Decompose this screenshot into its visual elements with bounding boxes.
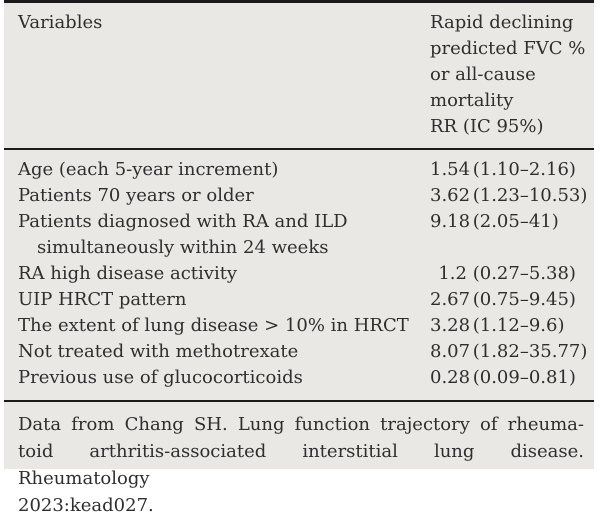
table-panel: Variables Rapid declining predicted FVC …: [4, 0, 594, 516]
row-label: Age (each 5-year increment): [18, 159, 279, 180]
table-body: Age (each 5-year increment) 1.54 (1.10–2…: [4, 150, 594, 400]
row-value: 2.67 (0.75–9.45): [430, 287, 588, 313]
row-value: 0.28 (0.09–0.81): [430, 365, 588, 391]
table-row: RA high disease activity 1.2 (0.27–5.38): [18, 261, 588, 287]
rr-value: 8.07: [430, 341, 471, 362]
header-outcome-line: predicted FVC %: [430, 38, 586, 59]
header-variables: Variables: [18, 10, 430, 140]
row-value: 8.07 (1.82–35.77): [430, 339, 588, 365]
table-footnote: Data from Chang SH. Lung function trajec…: [4, 402, 594, 519]
row-value: 1.2 (0.27–5.38): [430, 261, 588, 287]
header-outcome-line: RR (IC 95%): [430, 116, 544, 137]
row-label: Previous use of glucocorticoids: [18, 367, 303, 388]
ci-value: (0.27–5.38): [472, 263, 576, 284]
table-row: UIP HRCT pattern 2.67 (0.75–9.45): [18, 287, 588, 313]
row-label: The extent of lung disease > 10% in HRCT: [18, 315, 409, 336]
rr-value: 3.62: [430, 185, 471, 206]
body-footnote-divider: [4, 400, 594, 402]
table-header: Variables Rapid declining predicted FVC …: [4, 3, 594, 148]
rr-value: 1.2: [438, 263, 467, 284]
rr-value: 2.67: [430, 289, 471, 310]
row-label: Not treated with methotrexate: [18, 341, 299, 362]
footnote-line: 2023:kead027.: [18, 495, 154, 516]
ci-value: (0.75–9.45): [472, 289, 576, 310]
row-label-line2: simultaneously within 24 weeks: [37, 237, 329, 258]
table-row: Patients 70 years or older 3.62 (1.23–10…: [18, 183, 588, 209]
row-label: Patients 70 years or older: [18, 185, 254, 206]
header-body-divider: [4, 148, 594, 150]
footnote-line: toid arthritis-associated interstitial l…: [18, 441, 584, 489]
table-row: Age (each 5-year increment) 1.54 (1.10–2…: [18, 157, 588, 183]
row-label: UIP HRCT pattern: [18, 289, 187, 310]
row-value: 9.18 (2.05–41): [430, 209, 588, 235]
row-value: 1.54 (1.10–2.16): [430, 157, 588, 183]
ci-value: (1.23–10.53): [472, 185, 588, 206]
row-label: RA high disease activity: [18, 263, 238, 284]
ci-value: (0.09–0.81): [472, 367, 576, 388]
footnote-line: Data from Chang SH. Lung function trajec…: [18, 414, 584, 435]
header-outcome-line: Rapid declining: [430, 12, 574, 33]
ci-value: (1.82–35.77): [472, 341, 588, 362]
rr-value: 1.54: [430, 159, 471, 180]
ci-value: (2.05–41): [472, 211, 559, 232]
table-row: Not treated with methotrexate 8.07 (1.82…: [18, 339, 588, 365]
ci-value: (1.12–9.6): [472, 315, 565, 336]
rr-value: 9.18: [430, 211, 471, 232]
row-label: Patients diagnosed with RA and ILD simul…: [18, 209, 430, 261]
row-value: 3.62 (1.23–10.53): [430, 183, 588, 209]
header-variables-label: Variables: [18, 12, 103, 33]
table-row: Previous use of glucocorticoids 0.28 (0.…: [18, 365, 588, 391]
table-row: Patients diagnosed with RA and ILD simul…: [18, 209, 588, 261]
header-outcome-line: or all-cause: [430, 64, 536, 85]
table-row: The extent of lung disease > 10% in HRCT…: [18, 313, 588, 339]
rr-value: 3.28: [430, 315, 471, 336]
ci-value: (1.10–2.16): [472, 159, 576, 180]
header-outcome-line: mortality: [430, 90, 514, 111]
row-value: 3.28 (1.12–9.6): [430, 313, 588, 339]
row-label-line1: Patients diagnosed with RA and ILD: [18, 211, 348, 232]
rr-value: 0.28: [430, 367, 471, 388]
header-outcome: Rapid declining predicted FVC % or all-c…: [430, 10, 588, 140]
